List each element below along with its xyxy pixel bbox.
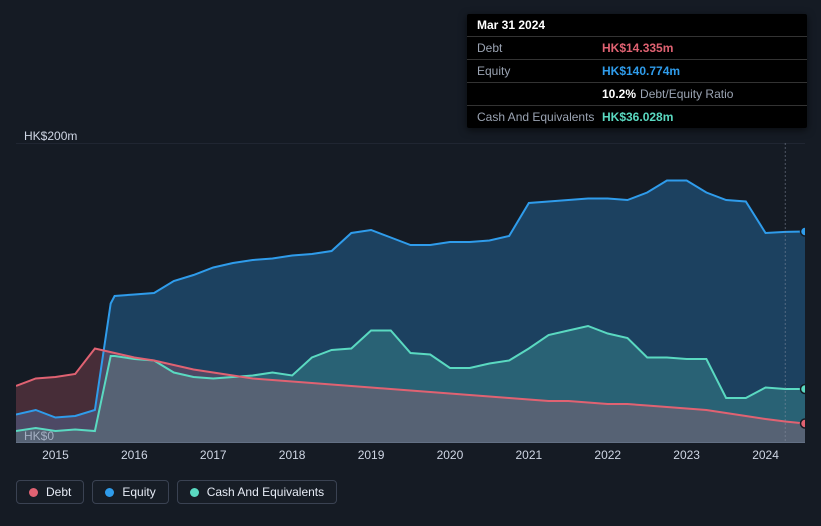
legend-label: Debt bbox=[46, 485, 71, 499]
tooltip-row-value: HK$140.774m bbox=[602, 64, 797, 78]
x-axis-label: 2015 bbox=[42, 448, 69, 462]
x-axis-label: 2016 bbox=[121, 448, 148, 462]
legend-item-debt[interactable]: Debt bbox=[16, 480, 84, 504]
x-axis-label: 2018 bbox=[279, 448, 306, 462]
tooltip-row-suffix: Debt/Equity Ratio bbox=[640, 87, 733, 101]
legend-item-cash[interactable]: Cash And Equivalents bbox=[177, 480, 337, 504]
legend-dot-icon bbox=[29, 488, 38, 497]
tooltip-row-value: HK$14.335m bbox=[602, 41, 797, 55]
x-axis-label: 2023 bbox=[673, 448, 700, 462]
tooltip-row-value: 10.2%Debt/Equity Ratio bbox=[602, 87, 797, 101]
legend: Debt Equity Cash And Equivalents bbox=[16, 480, 337, 504]
x-axis-label: 2020 bbox=[437, 448, 464, 462]
legend-item-equity[interactable]: Equity bbox=[92, 480, 168, 504]
y-axis-label: HK$200m bbox=[24, 129, 77, 143]
x-axis-label: 2017 bbox=[200, 448, 227, 462]
legend-dot-icon bbox=[105, 488, 114, 497]
tooltip-row-value: HK$36.028m bbox=[602, 110, 797, 124]
legend-label: Equity bbox=[122, 485, 155, 499]
legend-dot-icon bbox=[190, 488, 199, 497]
tooltip-row: Cash And EquivalentsHK$36.028m bbox=[467, 106, 807, 128]
tooltip-row-label: Debt bbox=[477, 41, 602, 55]
tooltip-row: 10.2%Debt/Equity Ratio bbox=[467, 83, 807, 106]
tooltip-row: DebtHK$14.335m bbox=[467, 37, 807, 60]
debt-equity-chart: HK$200mHK$0 Mar 31 2024 DebtHK$14.335mEq… bbox=[0, 0, 821, 526]
tooltip-row-label: Equity bbox=[477, 64, 602, 78]
legend-label: Cash And Equivalents bbox=[207, 485, 324, 499]
tooltip-row-label: Cash And Equivalents bbox=[477, 110, 602, 124]
x-axis-label: 2019 bbox=[358, 448, 385, 462]
tooltip-row-label bbox=[477, 87, 602, 101]
x-axis-label: 2024 bbox=[752, 448, 779, 462]
tooltip-row: EquityHK$140.774m bbox=[467, 60, 807, 83]
x-axis-label: 2021 bbox=[515, 448, 542, 462]
plot-area[interactable] bbox=[16, 143, 805, 443]
x-axis: 2015 2016 2017 2018 2019 2020 2021 2022 2023 2024 bbox=[16, 448, 805, 468]
chart-tooltip: Mar 31 2024 DebtHK$14.335mEquityHK$140.7… bbox=[467, 14, 807, 128]
x-axis-label: 2022 bbox=[594, 448, 621, 462]
tooltip-date: Mar 31 2024 bbox=[477, 18, 545, 32]
